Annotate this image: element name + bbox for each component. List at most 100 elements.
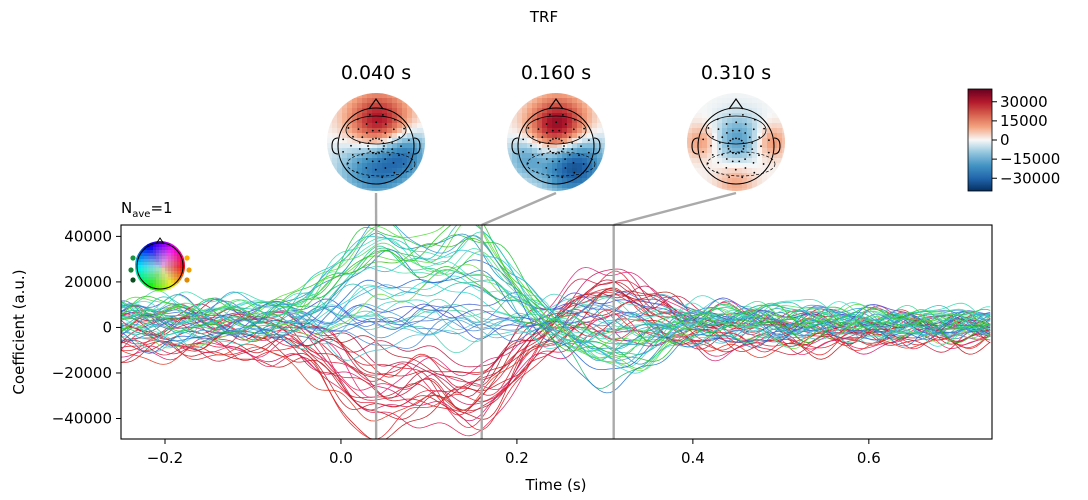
- sensor-dot: [392, 128, 395, 131]
- sensor-dot: [738, 138, 740, 140]
- sensor-dot: [371, 160, 374, 163]
- sensor-dot: [568, 136, 571, 139]
- sensor-dot: [367, 145, 369, 147]
- sensor-dot: [522, 138, 525, 141]
- sensor-dot: [546, 132, 548, 134]
- sensor-dot: [547, 142, 550, 145]
- sensor-dot: [380, 139, 383, 142]
- channel-trace: [121, 293, 991, 331]
- sensor-dot: [378, 138, 380, 140]
- sensor-dot: [358, 148, 361, 150]
- sensor-dot: [357, 128, 360, 131]
- sensor-dot: [350, 144, 352, 147]
- y-tick-label: 20000: [64, 273, 112, 291]
- sensor-dot: [347, 162, 349, 165]
- sensor-dot: [731, 129, 734, 132]
- channel-trace: [121, 281, 991, 374]
- right-ear-outline: [413, 137, 421, 155]
- sensor-dot: [382, 148, 385, 150]
- sensor-dot: [378, 160, 381, 163]
- sensor-dot: [738, 129, 741, 132]
- sensor-dot: [375, 121, 378, 124]
- butterfly-axes: −0.2 0.0 0.2 0.4 0.6 −40000 −20000 0 20000 40000…: [10, 224, 993, 494]
- sensor-dot: [717, 128, 720, 131]
- legend-head-outline: [136, 242, 184, 290]
- sensor-dot: [572, 162, 575, 164]
- sensor-dot: [398, 154, 400, 157]
- sensor-dot: [554, 168, 557, 171]
- sensor-dot: [547, 145, 549, 147]
- sensor-dot: [382, 142, 385, 145]
- sensor-dot: [707, 162, 709, 165]
- sensor-dot: [727, 145, 729, 147]
- sensor-dot: [398, 136, 401, 139]
- sensor-dot: [538, 142, 541, 144]
- sensor-dot: [342, 138, 345, 141]
- time-marker-connector: [613, 191, 737, 227]
- sensor-dot: [527, 127, 530, 129]
- sensor-dot: [582, 163, 585, 165]
- channel-trace: [121, 249, 991, 394]
- sensor-dot: [751, 142, 754, 144]
- sensor-dot: [383, 145, 385, 147]
- sensor-dot: [400, 145, 402, 148]
- sensor-dot: [573, 171, 576, 174]
- sensor-dot: [361, 153, 364, 156]
- channel-trace: [121, 318, 991, 399]
- nave-label: Nave=1: [121, 199, 173, 220]
- sensor-dot: [391, 142, 394, 144]
- time-marker-lines: [374, 225, 615, 439]
- sensor-dot: [760, 145, 762, 148]
- sensor-dot: [365, 158, 368, 160]
- sensor-dot: [702, 138, 705, 141]
- sensor-dot: [372, 138, 374, 140]
- sensor-dot: [361, 136, 364, 139]
- sensor-dot: [562, 114, 564, 116]
- nose-outline: [548, 98, 564, 110]
- y-ticks: −40000 −20000 0 20000 40000: [52, 227, 121, 428]
- topomap-contour: [345, 115, 407, 145]
- sensor-dot: [587, 151, 590, 154]
- sensor-dot: [768, 139, 770, 142]
- sensor-dot: [558, 129, 561, 132]
- sensor-dot: [545, 158, 548, 160]
- right-ear-outline: [593, 137, 601, 155]
- sensor-dot: [728, 176, 730, 179]
- channel-trace: [121, 231, 991, 340]
- sensor-dot: [531, 154, 534, 156]
- sensor-dot: [752, 128, 755, 131]
- sensor-dot: [391, 148, 394, 151]
- sensor-dot: [753, 171, 756, 174]
- y-tick-label: 40000: [64, 227, 112, 245]
- topomap-time-label: 0.310 s: [701, 62, 771, 84]
- sensor-dot: [726, 132, 728, 134]
- sensor-dot: [744, 167, 747, 169]
- sensor-dot: [568, 153, 571, 156]
- sensor-dot: [741, 176, 744, 179]
- sensor-dot: [702, 151, 704, 153]
- sensor-dot: [394, 118, 396, 121]
- sensor-dot: [555, 152, 557, 155]
- sensor-dot: [732, 138, 734, 140]
- sensor-dot: [538, 148, 541, 150]
- sensor-dot: [365, 167, 368, 169]
- sensor-dot: [742, 142, 745, 145]
- left-ear-outline: [331, 137, 339, 155]
- y-tick-label: −20000: [52, 364, 112, 382]
- axes-frame: [120, 224, 993, 440]
- sensor-dot: [367, 148, 370, 150]
- sensor-dot: [727, 142, 730, 145]
- sensor-dot: [537, 161, 540, 164]
- left-ear-outline: [511, 137, 519, 155]
- topomap: 0.310 s: [687, 62, 785, 191]
- sensor-dot: [347, 127, 350, 129]
- time-marker-connectors: [374, 191, 737, 227]
- sensor-dot: [552, 152, 554, 154]
- colorbar-tick-label: 0: [1000, 131, 1010, 149]
- sensor-dot: [740, 139, 743, 142]
- sensor-dot: [356, 171, 358, 174]
- topomap-contour: [705, 115, 767, 145]
- sensor-dot: [751, 148, 754, 151]
- sensor-dot: [402, 163, 405, 165]
